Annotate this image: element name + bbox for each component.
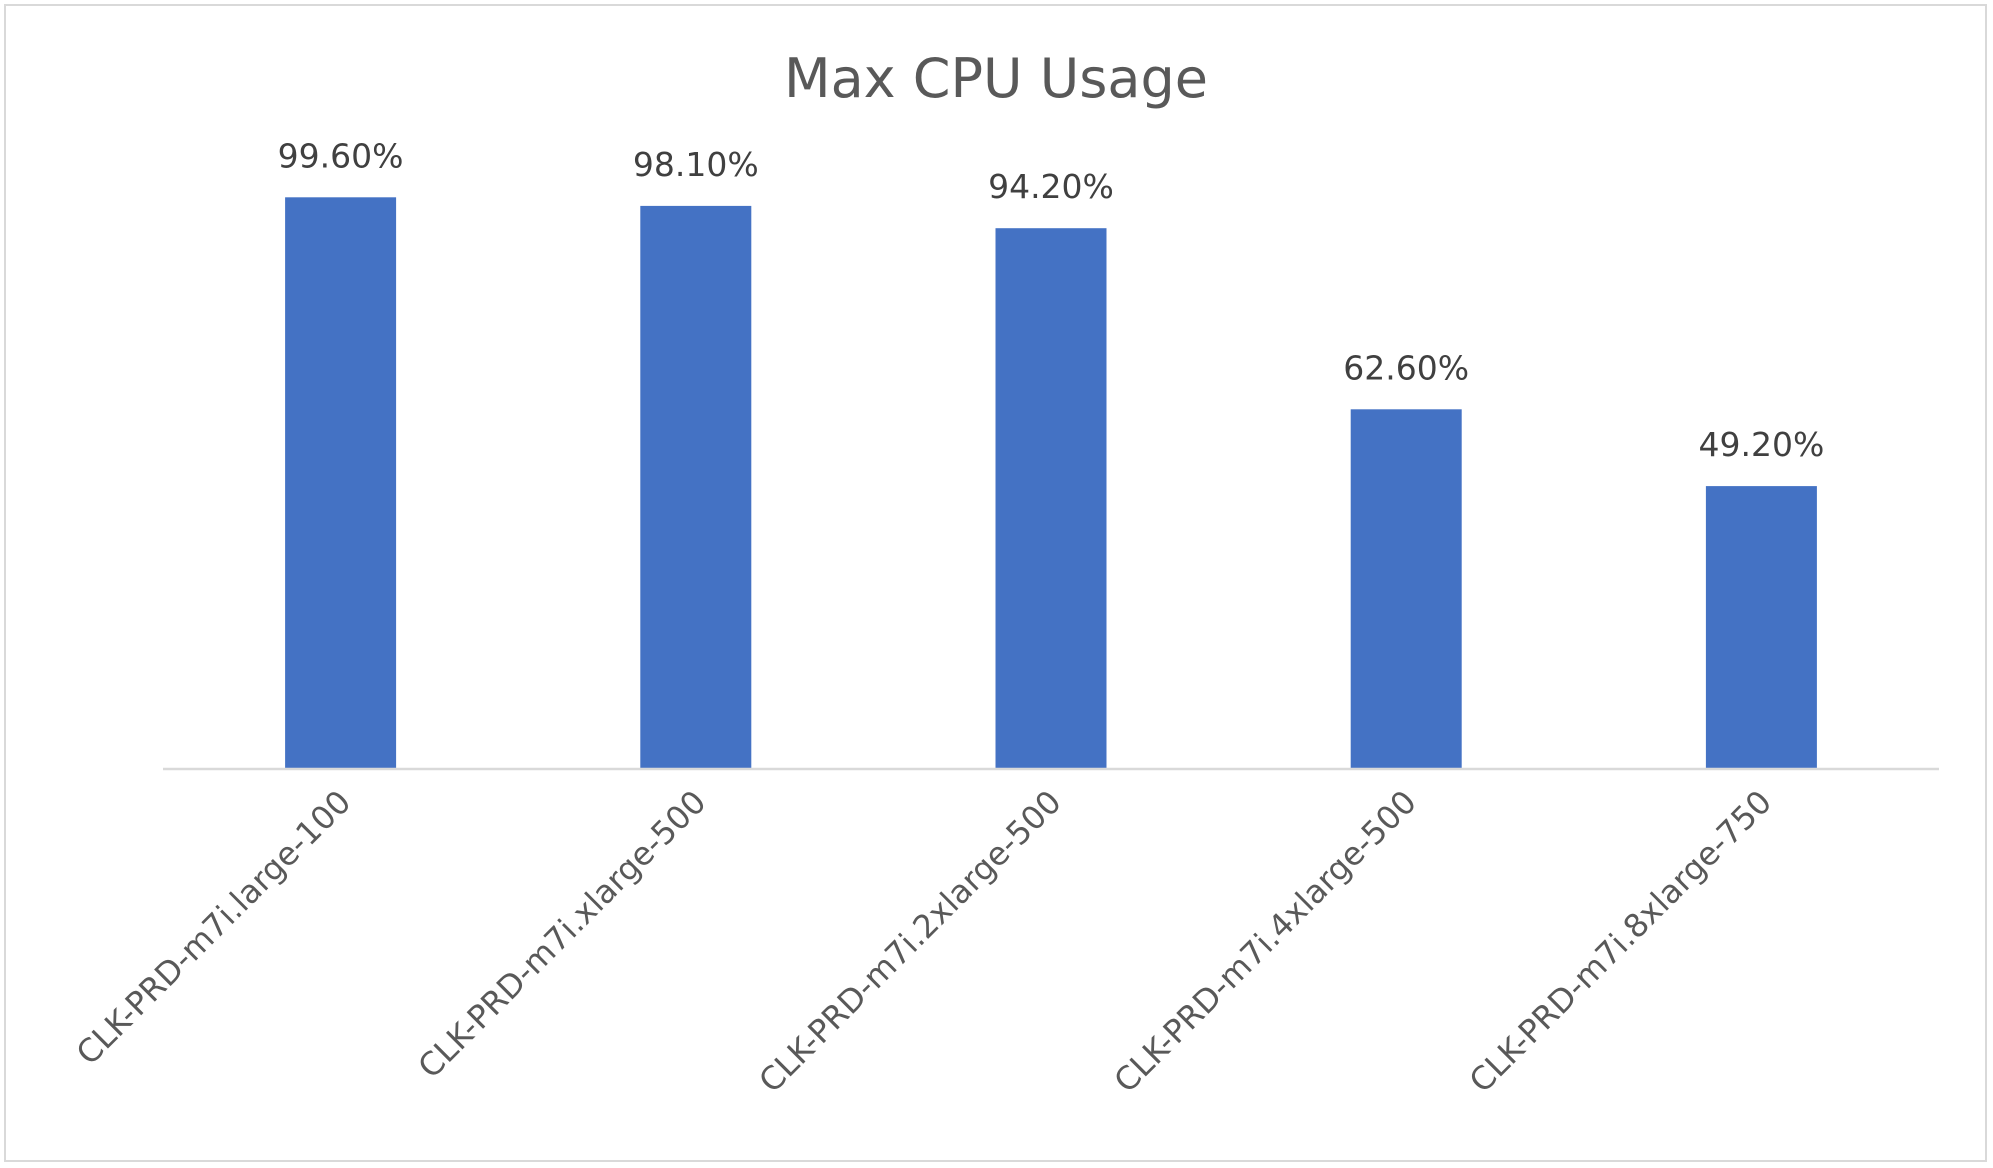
chart-title: Max CPU Usage — [784, 47, 1208, 110]
data-label-2: 98.10% — [633, 145, 759, 184]
category-label-3: CLK-PRD-m7i.2xlarge-500 — [751, 783, 1068, 1100]
category-label-4: CLK-PRD-m7i.4xlarge-500 — [1107, 783, 1424, 1100]
bars-layer — [285, 197, 1817, 769]
data-label-3: 94.20% — [988, 167, 1114, 206]
bar-1 — [285, 197, 397, 769]
data-label-4: 62.60% — [1343, 348, 1469, 387]
bar-3 — [995, 228, 1107, 768]
category-label-2: CLK-PRD-m7i.xlarge-500 — [411, 783, 714, 1086]
category-labels-layer: CLK-PRD-m7i.large-100 CLK-PRD-m7i.xlarge-… — [69, 783, 1779, 1100]
category-label-5: CLK-PRD-m7i.8xlarge-750 — [1462, 783, 1779, 1100]
bar-5 — [1705, 486, 1817, 768]
data-label-1: 99.60% — [278, 136, 404, 175]
bar-2 — [640, 205, 752, 768]
data-labels-layer: 99.60% 98.10% 94.20% 62.60% 49.20% — [278, 136, 1825, 464]
bar-4 — [1350, 409, 1462, 768]
category-label-1: CLK-PRD-m7i.large-100 — [69, 783, 358, 1072]
data-label-5: 49.20% — [1698, 425, 1824, 464]
